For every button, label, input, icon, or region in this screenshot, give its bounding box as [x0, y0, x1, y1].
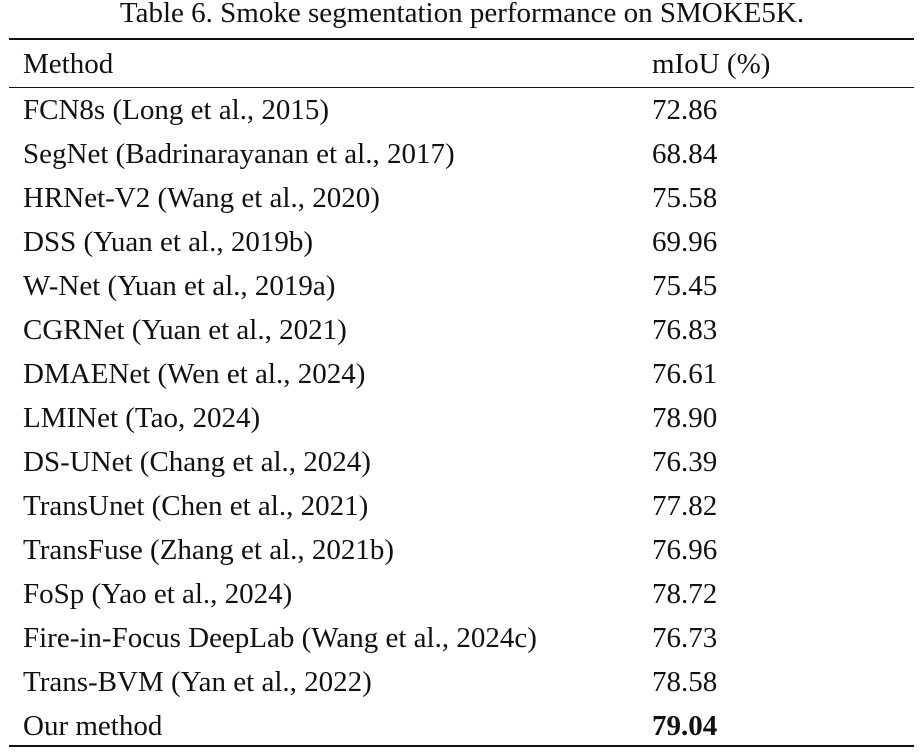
method-cell: FoSp (Yao et al., 2024): [23, 578, 293, 610]
miou-cell: 78.90: [652, 402, 718, 434]
miou-cell: 79.04: [652, 710, 718, 742]
table-bottom-rule: [9, 745, 914, 747]
method-cell: SegNet (Badrinarayanan et al., 2017): [23, 138, 455, 170]
method-cell: DS-UNet (Chang et al., 2024): [23, 446, 371, 478]
method-cell: W-Net (Yuan et al., 2019a): [23, 270, 336, 302]
method-cell: FCN8s (Long et al., 2015): [23, 94, 330, 126]
header-miou: mIoU (%): [652, 48, 771, 80]
miou-cell: 75.58: [652, 182, 718, 214]
miou-cell: 77.82: [652, 490, 718, 522]
table-row: FCN8s (Long et al., 2015) 72.86: [0, 88, 924, 132]
miou-cell: 69.96: [652, 226, 718, 258]
method-cell: DMAENet (Wen et al., 2024): [23, 358, 366, 390]
table-row: Trans-BVM (Yan et al., 2022) 78.58: [0, 660, 924, 704]
method-cell: Trans-BVM (Yan et al., 2022): [23, 666, 372, 698]
miou-cell: 76.61: [652, 358, 718, 390]
table-row: TransUnet (Chen et al., 2021) 77.82: [0, 484, 924, 528]
table-row: DMAENet (Wen et al., 2024) 76.61: [0, 352, 924, 396]
table-row: Fire-in-Focus DeepLab (Wang et al., 2024…: [0, 616, 924, 660]
miou-cell: 76.96: [652, 534, 718, 566]
miou-cell: 78.72: [652, 578, 718, 610]
table-row: DS-UNet (Chang et al., 2024) 76.39: [0, 440, 924, 484]
table-header-row: Method mIoU (%): [0, 42, 924, 86]
method-cell: HRNet-V2 (Wang et al., 2020): [23, 182, 380, 214]
table-row: CGRNet (Yuan et al., 2021) 76.83: [0, 308, 924, 352]
table-caption: Table 6. Smoke segmentation performance …: [119, 0, 805, 29]
header-method: Method: [23, 48, 114, 80]
method-cell: DSS (Yuan et al., 2019b): [23, 226, 313, 258]
table-row: FoSp (Yao et al., 2024) 78.72: [0, 572, 924, 616]
miou-cell: 78.58: [652, 666, 718, 698]
method-cell: Our method: [23, 710, 163, 742]
table-row: Our method 79.04: [0, 704, 924, 748]
method-cell: Fire-in-Focus DeepLab (Wang et al., 2024…: [23, 622, 537, 654]
table-row: TransFuse (Zhang et al., 2021b) 76.96: [0, 528, 924, 572]
miou-cell: 68.84: [652, 138, 718, 170]
miou-cell: 76.73: [652, 622, 718, 654]
miou-cell: 76.83: [652, 314, 718, 346]
method-cell: TransFuse (Zhang et al., 2021b): [23, 534, 395, 566]
table-row: HRNet-V2 (Wang et al., 2020) 75.58: [0, 176, 924, 220]
miou-cell: 72.86: [652, 94, 718, 126]
table-row: SegNet (Badrinarayanan et al., 2017) 68.8…: [0, 132, 924, 176]
table-header-rule: [9, 87, 914, 88]
table-row: DSS (Yuan et al., 2019b) 69.96: [0, 220, 924, 264]
table-row: W-Net (Yuan et al., 2019a) 75.45: [0, 264, 924, 308]
method-cell: TransUnet (Chen et al., 2021): [23, 490, 369, 522]
method-cell: CGRNet (Yuan et al., 2021): [23, 314, 347, 346]
table-top-rule: [9, 38, 914, 40]
method-cell: LMINet (Tao, 2024): [23, 402, 261, 434]
miou-cell: 75.45: [652, 270, 718, 302]
table-row: LMINet (Tao, 2024) 78.90: [0, 396, 924, 440]
miou-cell: 76.39: [652, 446, 718, 478]
